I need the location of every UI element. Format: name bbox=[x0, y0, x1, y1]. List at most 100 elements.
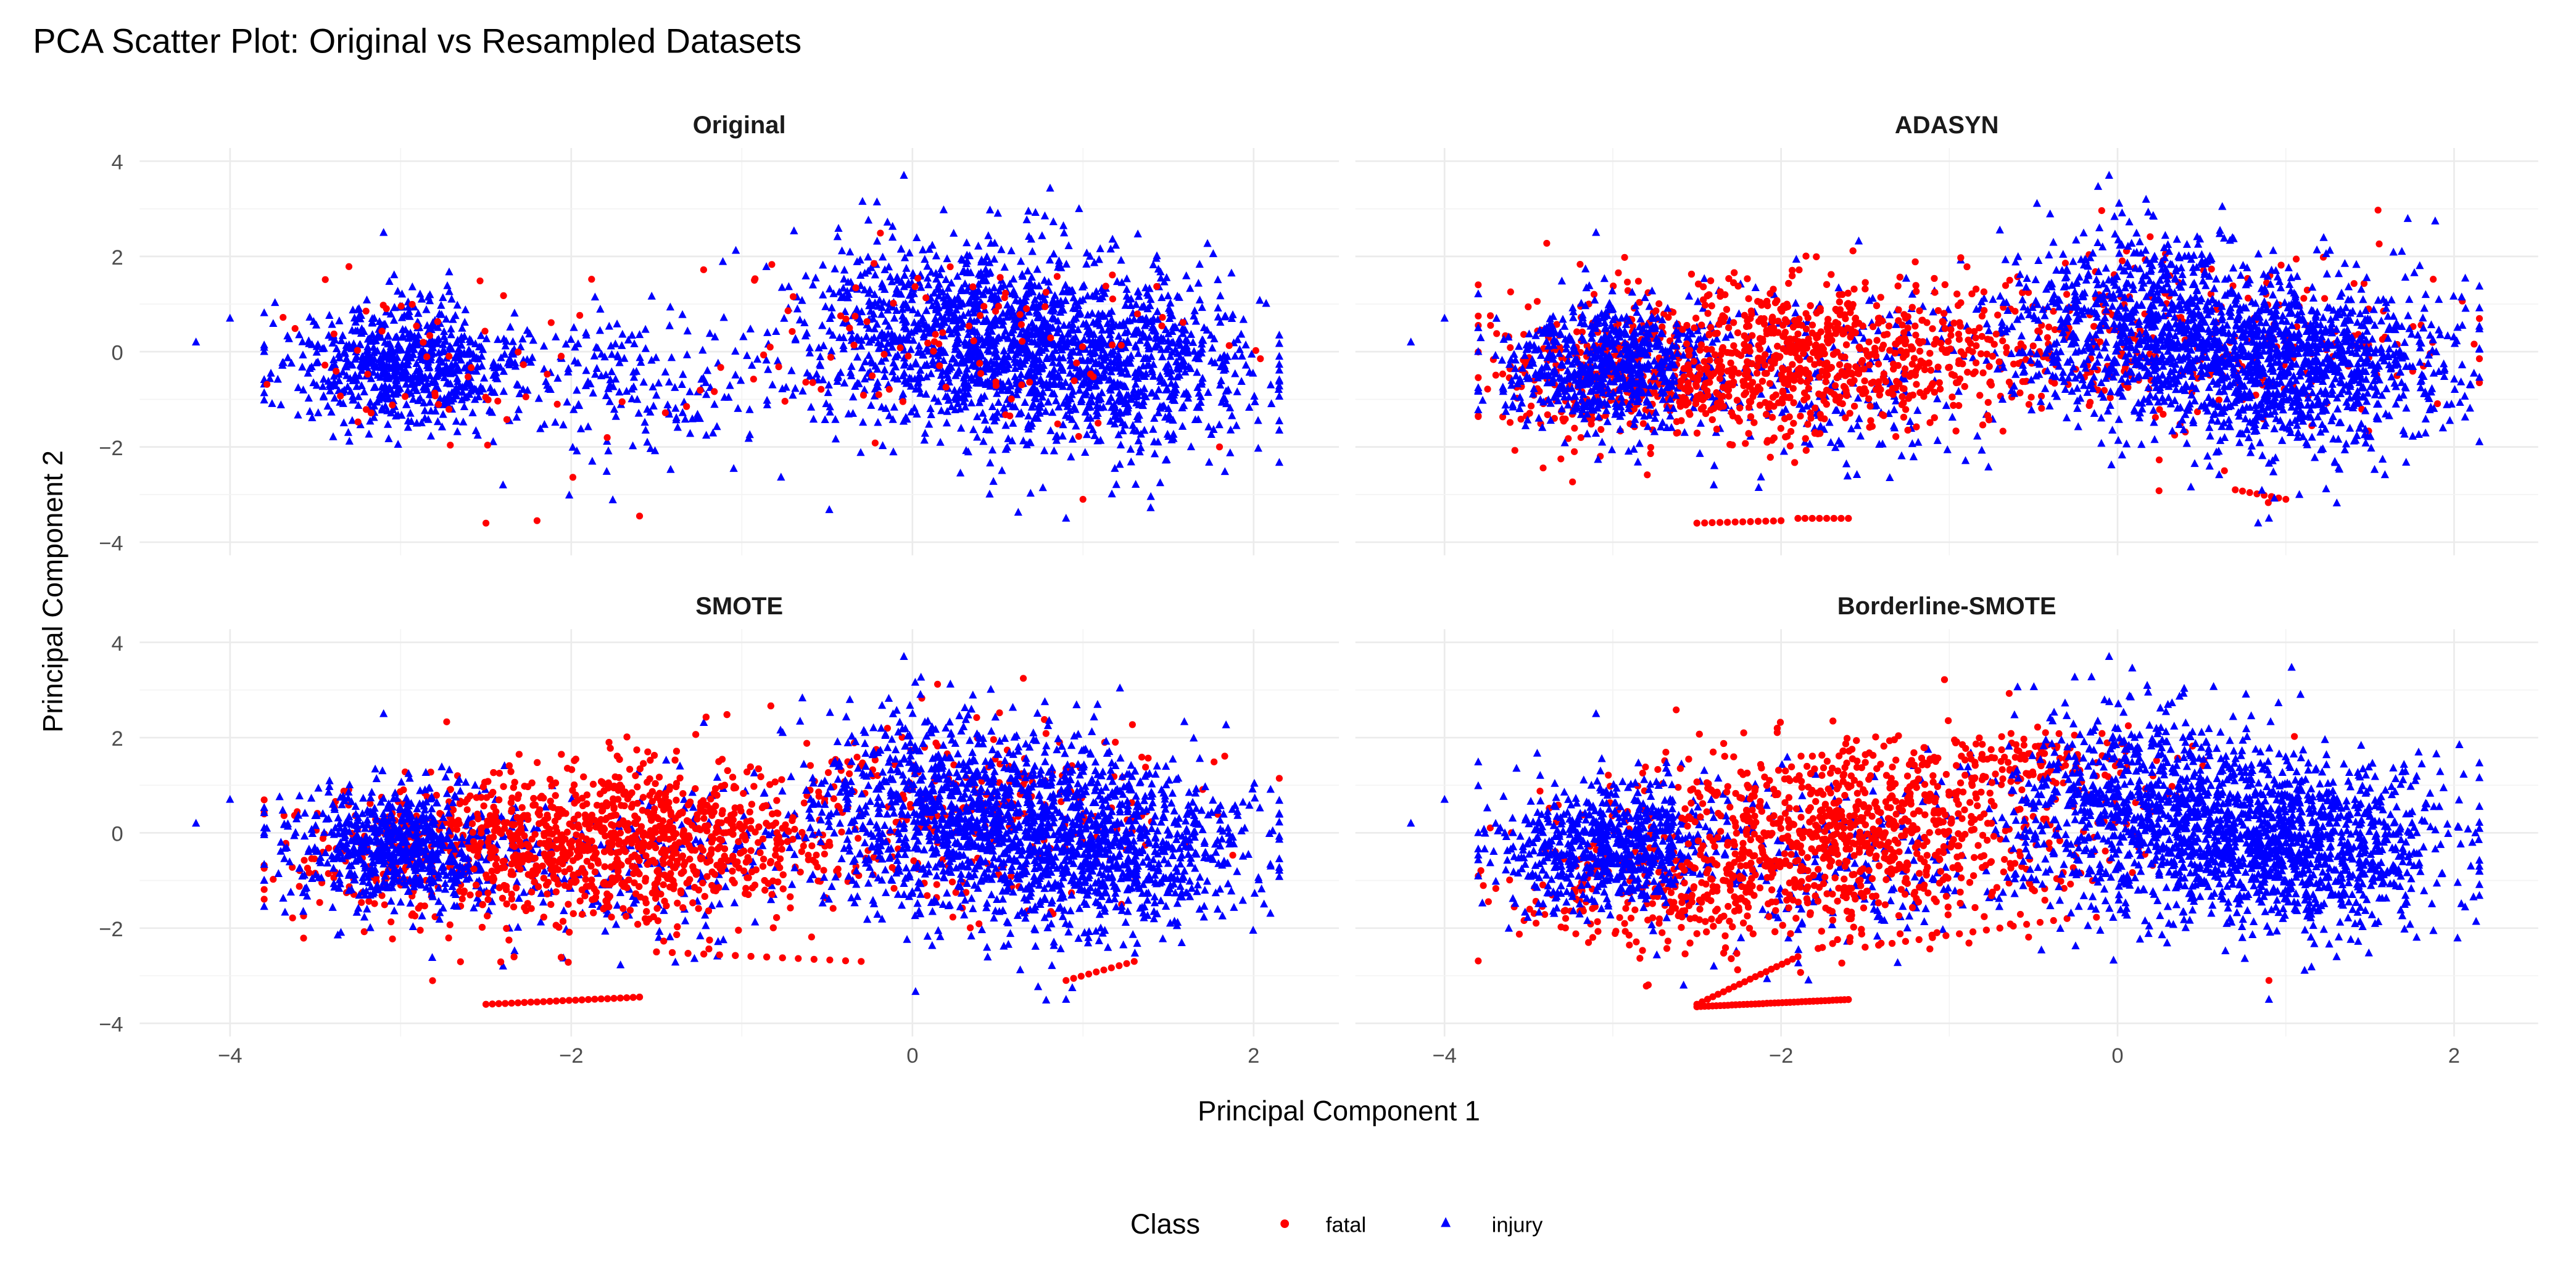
injury-point bbox=[457, 335, 466, 344]
injury-point bbox=[412, 386, 421, 394]
injury-point bbox=[330, 394, 339, 402]
injury-point bbox=[859, 418, 868, 426]
injury-point bbox=[404, 302, 413, 311]
injury-point bbox=[416, 289, 425, 298]
fatal-point bbox=[977, 370, 985, 377]
fatal-point bbox=[1257, 355, 1264, 363]
injury-point bbox=[921, 429, 929, 437]
fatal-point bbox=[859, 392, 868, 399]
injury-point bbox=[512, 413, 521, 421]
fatal-point bbox=[636, 513, 644, 520]
injury-point bbox=[1474, 405, 1483, 414]
injury-point bbox=[1158, 293, 1166, 302]
fatal-point bbox=[1647, 443, 1654, 451]
injury-point bbox=[925, 419, 934, 428]
injury-point bbox=[1026, 488, 1035, 497]
injury-point bbox=[435, 309, 444, 318]
injury-point bbox=[1209, 249, 1218, 257]
fatal-point bbox=[547, 319, 555, 326]
fatal-point bbox=[522, 393, 529, 401]
injury-point bbox=[677, 380, 686, 389]
injury-point bbox=[889, 447, 898, 456]
injury-point bbox=[191, 337, 201, 346]
fatal-point bbox=[413, 323, 420, 330]
injury-point bbox=[596, 305, 605, 313]
fatal-point bbox=[330, 330, 338, 338]
injury-point bbox=[415, 370, 424, 379]
injury-point bbox=[624, 336, 633, 344]
injury-point bbox=[439, 346, 447, 355]
injury-point bbox=[637, 358, 645, 366]
injury-point bbox=[1108, 234, 1117, 243]
injury-point bbox=[1122, 285, 1131, 293]
injury-point bbox=[1150, 449, 1159, 458]
fatal-point bbox=[683, 403, 690, 410]
fatal-point bbox=[291, 325, 299, 332]
injury-point bbox=[628, 441, 637, 450]
injury-point bbox=[1080, 281, 1088, 289]
injury-point bbox=[516, 342, 525, 351]
injury-point bbox=[295, 330, 304, 339]
injury-point bbox=[384, 371, 394, 379]
injury-point bbox=[482, 334, 491, 342]
injury-point bbox=[458, 323, 466, 332]
injury-point bbox=[1049, 217, 1058, 226]
fatal-point bbox=[1999, 337, 2007, 345]
fatal-point bbox=[1484, 385, 1491, 393]
injury-point bbox=[390, 303, 399, 311]
injury-point bbox=[373, 371, 382, 379]
injury-point bbox=[988, 402, 997, 410]
injury-point bbox=[611, 411, 620, 420]
injury-point bbox=[539, 341, 549, 350]
fatal-point bbox=[544, 371, 551, 378]
injury-point bbox=[673, 422, 682, 431]
injury-point bbox=[777, 472, 785, 481]
fatal-point bbox=[484, 396, 492, 403]
fatal-point bbox=[2003, 344, 2010, 351]
fatal-point bbox=[431, 389, 439, 397]
injury-point bbox=[478, 361, 486, 369]
fatal-point bbox=[408, 300, 416, 308]
fatal-point bbox=[557, 353, 565, 360]
fatal-point bbox=[520, 361, 527, 368]
injury-point bbox=[923, 262, 932, 270]
injury-point bbox=[260, 342, 268, 351]
injury-point bbox=[816, 352, 825, 361]
injury-point bbox=[629, 382, 638, 390]
injury-point bbox=[447, 344, 456, 352]
fatal-point bbox=[2002, 282, 2010, 289]
injury-point bbox=[379, 366, 387, 374]
fatal-point bbox=[445, 353, 453, 360]
injury-point bbox=[440, 327, 449, 336]
injury-point bbox=[564, 364, 573, 373]
injury-point bbox=[745, 405, 754, 413]
injury-point bbox=[383, 419, 392, 428]
fatal-point bbox=[500, 292, 507, 299]
injury-point bbox=[1235, 345, 1244, 353]
injury-point bbox=[956, 468, 965, 477]
injury-point bbox=[298, 337, 307, 345]
injury-point bbox=[433, 417, 442, 426]
injury-point bbox=[627, 394, 636, 403]
injury-point bbox=[897, 244, 906, 253]
fatal-point bbox=[1647, 450, 1654, 458]
injury-point bbox=[457, 355, 465, 364]
injury-point bbox=[1194, 278, 1203, 287]
injury-point bbox=[494, 335, 502, 344]
fatal-point bbox=[775, 363, 782, 371]
injury-point bbox=[858, 197, 867, 205]
fatal-point bbox=[2005, 378, 2013, 386]
injury-point bbox=[447, 324, 455, 333]
injury-point bbox=[354, 392, 363, 400]
injury-point bbox=[349, 395, 357, 404]
fatal-point bbox=[1486, 312, 1494, 319]
injury-point bbox=[445, 287, 453, 295]
injury-point bbox=[884, 262, 893, 271]
injury-point bbox=[910, 403, 919, 412]
injury-point bbox=[801, 271, 810, 280]
fatal-point bbox=[942, 384, 950, 391]
fatal-point bbox=[1071, 377, 1078, 384]
injury-point bbox=[402, 379, 410, 388]
injury-point bbox=[336, 398, 344, 406]
injury-point bbox=[351, 355, 360, 363]
